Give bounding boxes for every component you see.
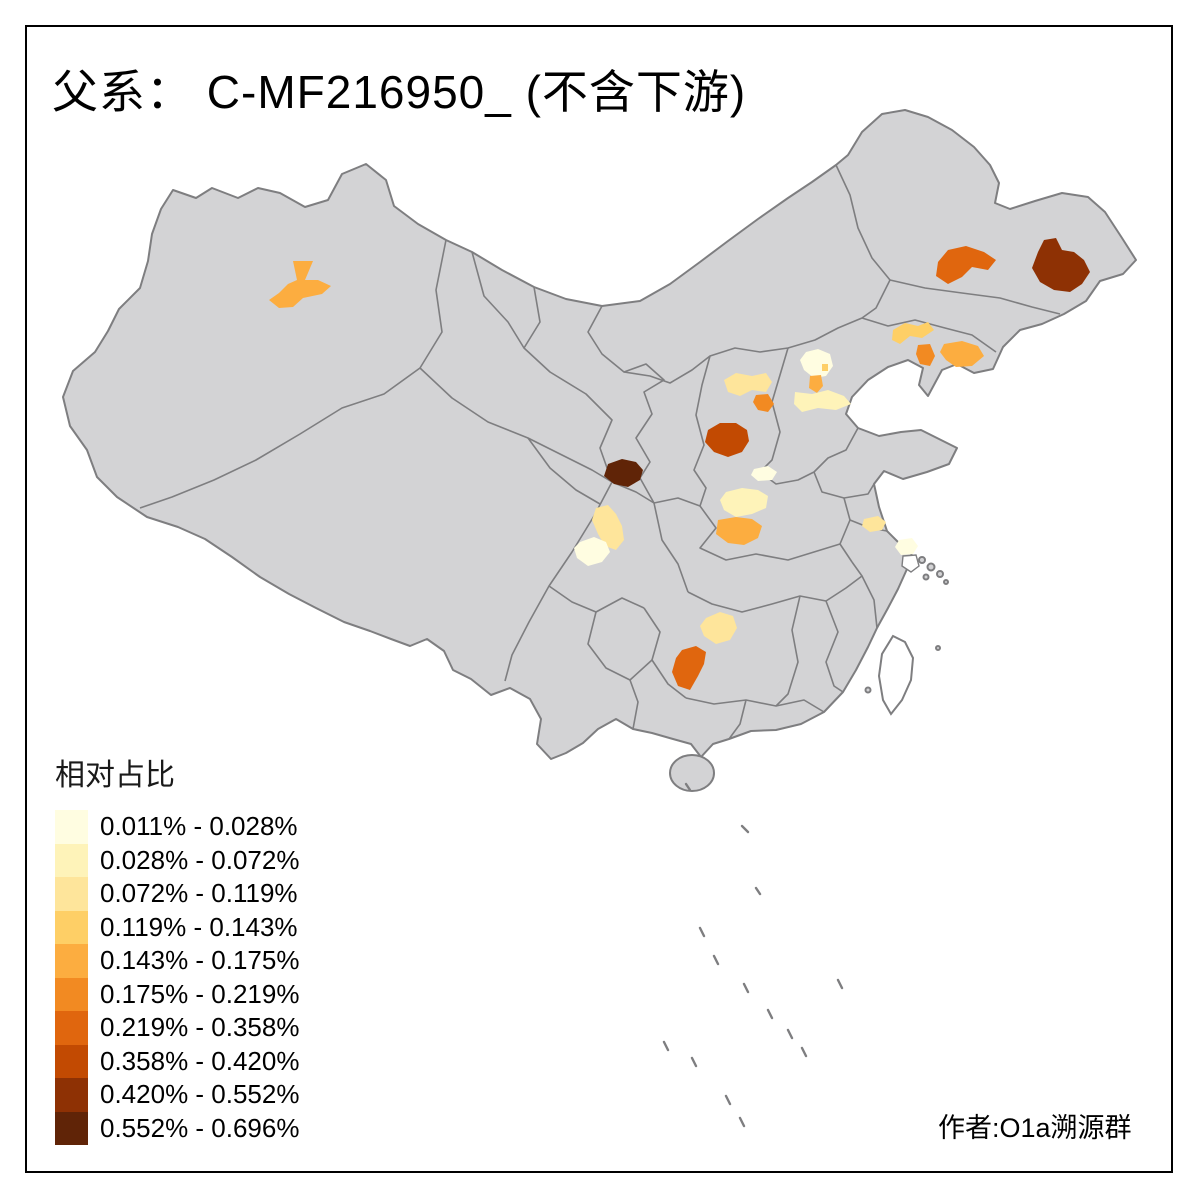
legend: 相对占比 0.011% - 0.028% 0.028% - 0.072% 0.072… <box>55 750 299 1145</box>
legend-swatch <box>55 977 88 1011</box>
legend-row: 0.420% - 0.552% <box>55 1078 299 1112</box>
region-uncolored-coastal <box>901 554 920 573</box>
legend-row: 0.119% - 0.143% <box>55 910 299 944</box>
region-central-sichuan <box>574 537 610 566</box>
legend-swatch <box>55 1011 88 1045</box>
legend-label: 0.072% - 0.119% <box>100 878 298 909</box>
region-central-shaanxi <box>604 459 643 487</box>
legend-swatch <box>55 944 88 978</box>
legend-row: 0.219% - 0.358% <box>55 1011 299 1045</box>
region-se-liaoning <box>940 341 984 367</box>
zhoushan-islet <box>926 562 936 572</box>
legend-label: 0.420% - 0.552% <box>100 1079 300 1110</box>
zhoushan-islet <box>922 573 930 581</box>
legend-label: 0.552% - 0.696% <box>100 1112 300 1143</box>
coastal-islet <box>943 579 949 585</box>
legend-row: 0.011% - 0.028% <box>55 810 299 844</box>
province-borders <box>139 164 1061 740</box>
region-west-jilin <box>936 246 996 284</box>
region-north-xinjiang <box>269 261 331 308</box>
hainan-island <box>669 754 715 792</box>
region-central-liaoning-nw <box>892 322 934 344</box>
region-southwest-shanxi <box>705 423 749 457</box>
region-central-liaoning <box>916 344 935 366</box>
attribution-text: 作者:O1a溯源群 <box>938 1113 1132 1143</box>
taiwan-island <box>877 634 915 716</box>
mainland-outline <box>62 109 1137 760</box>
region-north-shanxi <box>724 373 772 396</box>
coastal-islet <box>864 686 872 694</box>
region-northeast-sichuan <box>592 505 624 550</box>
legend-swatch <box>55 1078 88 1112</box>
region-northwest-hunan <box>700 612 737 644</box>
plot-border-frame <box>25 25 1173 1173</box>
legend-row: 0.552% - 0.696% <box>55 1111 300 1145</box>
legend-title: 相对占比 <box>55 759 175 792</box>
legend-label: 0.011% - 0.028% <box>100 811 298 842</box>
legend-label: 0.219% - 0.358% <box>100 1012 300 1043</box>
legend-row: 0.072% - 0.119% <box>55 877 299 911</box>
region-east-jilin-heilongjiang <box>1032 238 1090 292</box>
legend-swatch <box>55 843 88 877</box>
region-central-guizhou <box>672 646 706 690</box>
region-south-tianjin-hebei <box>794 390 851 412</box>
region-beijing-urban <box>822 364 828 371</box>
zhoushan-islet <box>936 570 944 578</box>
region-east-shanxi <box>753 394 774 412</box>
legend-label: 0.143% - 0.175% <box>100 945 300 976</box>
legend-swatch <box>55 910 88 944</box>
legend-label: 0.119% - 0.143% <box>100 911 298 942</box>
legend-swatch <box>55 1044 88 1078</box>
choropleth-regions <box>269 238 1090 690</box>
mainland-china <box>62 109 1137 792</box>
region-south-jiangsu <box>895 538 918 555</box>
region-south-shanxi-large <box>720 488 768 517</box>
legend-label: 0.358% - 0.420% <box>100 1045 300 1076</box>
south-china-sea-dashes <box>662 782 844 1128</box>
legend-row: 0.143% - 0.175% <box>55 944 299 978</box>
region-central-anhui <box>862 516 886 532</box>
legend-rows: 0.011% - 0.028% 0.028% - 0.072% 0.072% - 0… <box>55 810 299 1145</box>
legend-label: 0.028% - 0.072% <box>100 844 300 875</box>
legend-row: 0.175% - 0.219% <box>55 977 300 1011</box>
legend-swatch <box>55 877 88 911</box>
coastal-islet <box>935 645 941 651</box>
legend-row: 0.028% - 0.072% <box>55 843 300 877</box>
zhoushan-islet <box>918 556 926 564</box>
legend-swatch <box>55 1111 88 1145</box>
map-title: 父系： C-MF216950_ (不含下游) <box>52 66 747 118</box>
region-north-tianjin <box>809 375 823 393</box>
region-west-henan <box>716 517 762 545</box>
legend-row: 0.358% - 0.420% <box>55 1044 300 1078</box>
legend-label: 0.175% - 0.219% <box>100 978 300 1009</box>
legend-swatch <box>55 810 88 844</box>
region-south-shanxi-small <box>751 466 777 481</box>
